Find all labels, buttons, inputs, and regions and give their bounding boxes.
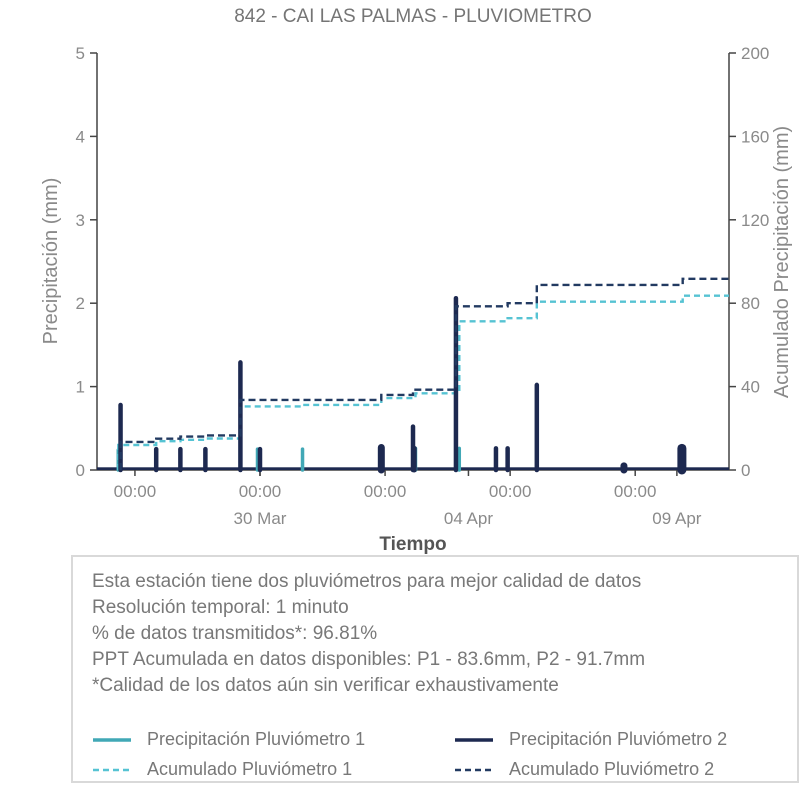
y-left-tick-label: 0 bbox=[76, 461, 85, 480]
x-time-tick-label: 00:00 bbox=[489, 482, 532, 501]
info-line-resolution: Resolución temporal: 1 minuto bbox=[92, 597, 349, 618]
info-line-description: Esta estación tiene dos pluviómetros par… bbox=[92, 571, 642, 592]
chart-canvas: 842 - CAI LAS PALMAS - PLUVIOMETRO Preci… bbox=[40, 6, 793, 555]
legend-label: Acumulado Pluviómetro 1 bbox=[147, 759, 353, 779]
y-right-tick-label: 160 bbox=[741, 127, 769, 146]
chart-legend: Precipitación Pluviómetro 1 Precipitación… bbox=[73, 725, 797, 784]
x-time-tick-label: 00:00 bbox=[614, 482, 657, 501]
y-right-tick-label: 0 bbox=[741, 461, 750, 480]
x-time-tick-label: 00:00 bbox=[239, 482, 282, 501]
station-info-lines: Esta estación tiene dos pluviómetros par… bbox=[73, 557, 797, 699]
accum-line-s3 bbox=[119, 277, 729, 470]
y-left-tick-label: 1 bbox=[76, 378, 85, 397]
x-date-tick-label: 04 Apr bbox=[444, 509, 493, 528]
x-axis-title: Tiempo bbox=[379, 534, 446, 555]
legend-solid-line-swatch bbox=[455, 737, 493, 742]
y-right-tick-label: 200 bbox=[741, 44, 769, 63]
legend-dashed-line-swatch bbox=[455, 768, 493, 771]
y-right-tick-label: 40 bbox=[741, 378, 760, 397]
info-line-transmitted: % de datos transmitidos*: 96.81% bbox=[92, 623, 378, 644]
x-time-tick-label: 00:00 bbox=[114, 482, 157, 501]
x-time-tick-label: 00:00 bbox=[364, 482, 407, 501]
x-date-tick-label: 09 Apr bbox=[652, 509, 701, 528]
y-axis-left-title: Precipitación (mm) bbox=[40, 178, 62, 345]
accum-line-s1 bbox=[117, 294, 729, 470]
legend-item: Acumulado Pluviómetro 1 bbox=[73, 755, 435, 784]
legend-label: Precipitación Pluviómetro 1 bbox=[147, 729, 366, 749]
series-layer bbox=[97, 277, 729, 475]
y-axis-right-title: Acumulado Precipitación (mm) bbox=[771, 126, 793, 398]
legend-label: Acumulado Pluviómetro 2 bbox=[509, 759, 715, 779]
legend-item: Acumulado Pluviómetro 2 bbox=[435, 755, 797, 784]
legend-solid-line-swatch bbox=[93, 737, 131, 742]
info-line-quality-note: *Calidad de los datos aún sin verificar … bbox=[92, 675, 559, 696]
x-date-tick-label: 30 Mar bbox=[234, 509, 287, 528]
legend-item: Precipitación Pluviómetro 1 bbox=[73, 725, 435, 754]
legend-label: Precipitación Pluviómetro 2 bbox=[509, 729, 728, 749]
precipitation-chart: 842 - CAI LAS PALMAS - PLUVIOMETRO Preci… bbox=[40, 6, 793, 555]
y-left-tick-label: 4 bbox=[76, 127, 85, 146]
axes-layer: 0 1 2 3 4 5 0 40 80 120 160 200 00:00 00:00 00:00 00:00… bbox=[76, 44, 770, 528]
y-right-tick-label: 80 bbox=[741, 294, 760, 313]
info-line-accumulated: PPT Acumulada en datos disponibles: P1 -… bbox=[92, 649, 646, 670]
y-left-tick-label: 3 bbox=[76, 211, 85, 230]
y-left-tick-label: 2 bbox=[76, 294, 85, 313]
y-left-tick-label: 5 bbox=[76, 44, 85, 63]
legend-item: Precipitación Pluviómetro 2 bbox=[435, 725, 797, 754]
station-info-box: Esta estación tiene dos pluviómetros par… bbox=[71, 555, 799, 783]
y-right-tick-label: 120 bbox=[741, 211, 769, 230]
chart-title: 842 - CAI LAS PALMAS - PLUVIOMETRO bbox=[234, 6, 592, 27]
legend-dashed-line-swatch bbox=[93, 768, 131, 771]
